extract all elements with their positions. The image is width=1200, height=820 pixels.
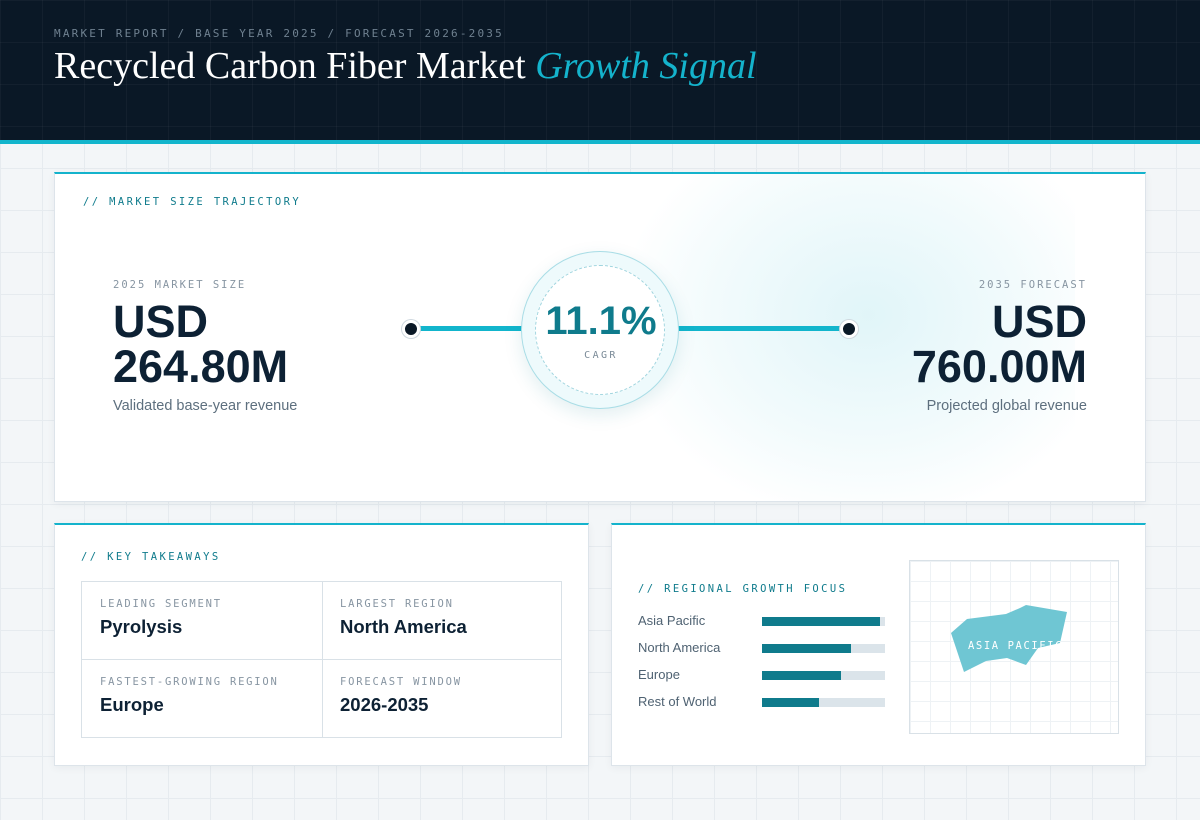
start-metric-currency: USD [113,296,209,347]
takeaway-value: Pyrolysis [100,616,183,637]
page-title: Recycled Carbon Fiber Market Growth Sign… [54,44,757,88]
section-label-takeaways: // KEY TAKEAWAYS [81,551,221,563]
region-bar-fill [762,698,819,707]
region-row: Asia Pacific [638,613,888,629]
cagr-label: CAGR [584,350,618,361]
key-takeaways-card: // KEY TAKEAWAYS LEADING SEGMENT Pyrolys… [54,523,589,766]
background-glow [615,174,1075,501]
section-label-regional: // REGIONAL GROWTH FOCUS [638,583,848,595]
takeaway-leading-segment: LEADING SEGMENT Pyrolysis [82,582,322,660]
takeaway-value: Europe [100,694,164,715]
region-map: ASIA PACIFIC [909,560,1119,734]
takeaway-key: LARGEST REGION [340,598,454,610]
start-metric-label: 2025 MARKET SIZE [113,279,247,291]
region-bar-track [762,671,885,680]
market-size-trajectory-card: // MARKET SIZE TRAJECTORY 2025 MARKET SI… [54,172,1146,502]
takeaway-value: North America [340,616,467,637]
region-row: Rest of World [638,694,888,710]
region-bar-fill [762,617,881,626]
region-row: North America [638,640,888,656]
grid-horizontal-divider [82,659,561,660]
region-name: Europe [638,667,680,682]
takeaway-forecast-window: FORECAST WINDOW 2026-2035 [322,660,562,738]
takeaway-key: FASTEST-GROWING REGION [100,676,279,688]
asia-pacific-map-shape [951,605,1067,672]
region-bar-fill [762,644,851,653]
region-bar-track [762,644,885,653]
start-point-marker [402,320,420,338]
takeaway-key: LEADING SEGMENT [100,598,222,610]
takeaway-largest-region: LARGEST REGION North America [322,582,562,660]
end-point-marker [840,320,858,338]
region-name: North America [638,640,721,655]
report-header: MARKET REPORT / BASE YEAR 2025 / FORECAS… [0,0,1200,144]
start-metric-subtitle: Validated base-year revenue [113,398,298,414]
end-metric-subtitle: Projected global revenue [926,398,1087,414]
region-bar-fill [762,671,841,680]
cagr-inner-circle: 11.1% CAGR [535,265,665,395]
takeaway-fastest-growing-region: FASTEST-GROWING REGION Europe [82,660,322,738]
takeaways-grid: LEADING SEGMENT Pyrolysis LARGEST REGION… [81,581,562,738]
cagr-value: 11.1% [545,299,657,343]
region-row: Europe [638,667,888,683]
end-metric-label: 2035 FORECAST [978,279,1087,291]
page-title-main: Recycled Carbon Fiber Market [54,45,526,87]
start-metric-amount: 264.80M [113,341,289,392]
end-metric-amount: 760.00M [911,341,1087,392]
takeaway-key: FORECAST WINDOW [340,676,462,688]
page-title-accent: Growth Signal [535,45,757,87]
region-name: Asia Pacific [638,613,706,628]
map-region-label: ASIA PACIFIC [968,640,1064,652]
cagr-badge: 11.1% CAGR [521,251,679,409]
region-bar-track [762,617,885,626]
end-metric-currency: USD [991,296,1087,347]
section-label-trajectory: // MARKET SIZE TRAJECTORY [83,196,302,208]
region-bar-track [762,698,885,707]
region-name: Rest of World [638,694,717,709]
regional-growth-card: // REGIONAL GROWTH FOCUS Asia Pacific No… [611,523,1146,766]
breadcrumb: MARKET REPORT / BASE YEAR 2025 / FORECAS… [54,27,504,40]
takeaway-value: 2026-2035 [340,694,429,715]
